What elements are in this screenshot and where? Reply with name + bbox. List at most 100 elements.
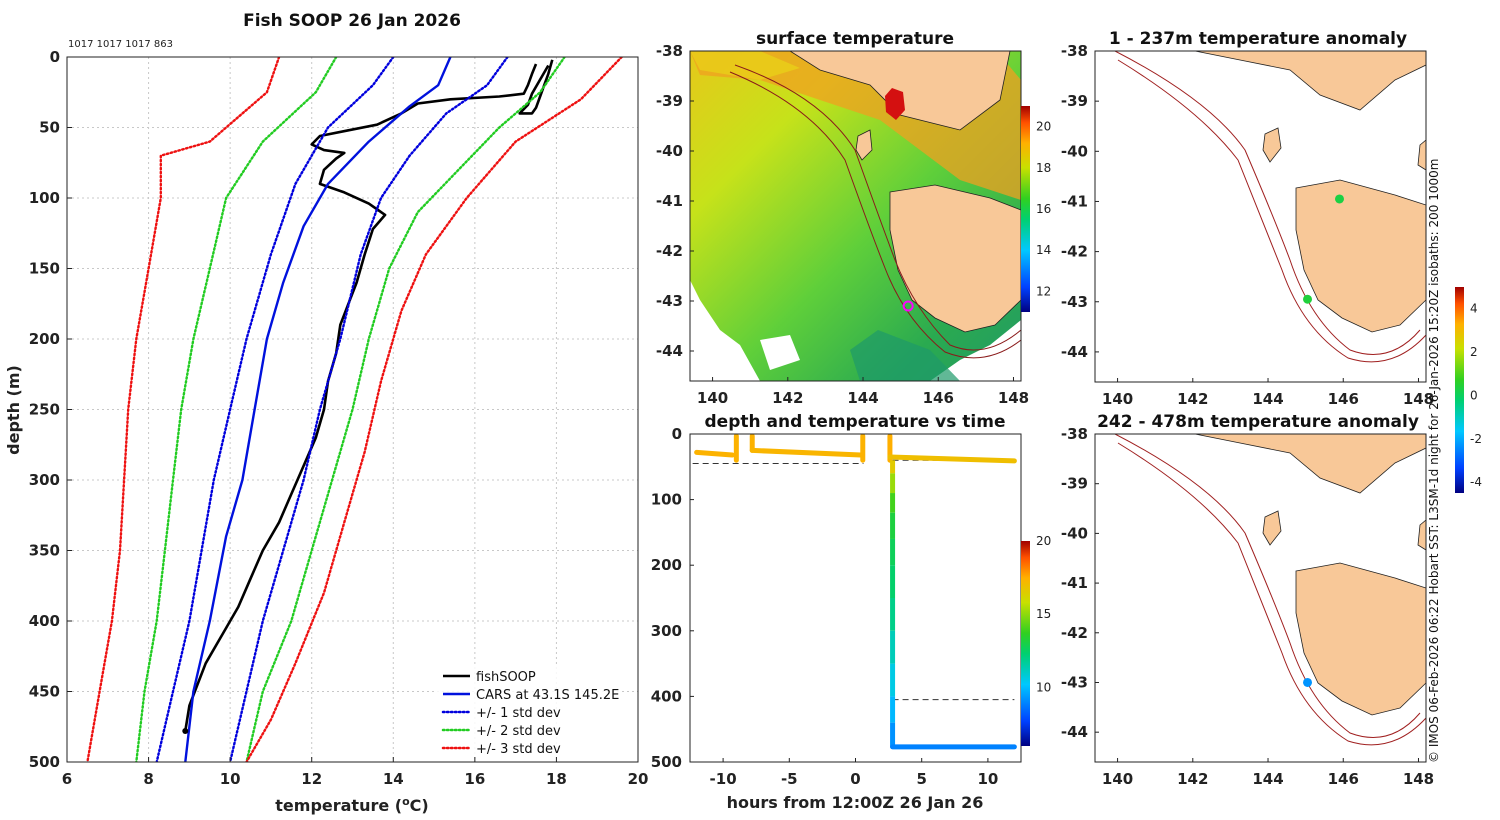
profile-xlabel: temperature (oC) (275, 795, 428, 815)
depth-time-xtick-label-0: -10 (710, 770, 737, 788)
anomaly-lower-map (1095, 434, 1426, 762)
depth-time-xlabel: hours from 12:00Z 26 Jan 26 (727, 793, 984, 812)
depth-time-title: depth and temperature vs time (705, 412, 1006, 432)
anomaly-lower-island-king (1262, 510, 1282, 546)
anomaly-upper-title: 1 - 237m temperature anomaly (1109, 29, 1407, 49)
depth-time-segment-0 (694, 449, 735, 458)
anomaly-upper-island-east (1417, 139, 1426, 171)
sst-colorbar-ticks: 12 14 16 18 20 (1036, 120, 1051, 299)
anomaly-upper-isobath-1000 (1117, 59, 1426, 363)
anomaly-lower-mainland (1194, 434, 1426, 494)
profile-legend: fishSOOP CARS at 43.1S 145.2E +/- 1 std de… (437, 664, 621, 757)
profile-xtick-label-7: 20 (628, 770, 649, 788)
sst-cbar-label-4: 20 (1036, 120, 1051, 134)
sst-cbar-label-0: 12 (1036, 284, 1051, 298)
depth-time-ytick-label-5: 500 (651, 753, 682, 771)
sst-bay-hotspot (885, 88, 905, 120)
legend-label-2: +/- 1 std dev (476, 706, 561, 721)
sst-ytick-label-2: -40 (656, 142, 683, 160)
profile-series-1 (518, 59, 554, 115)
profile-series-5 (135, 57, 338, 762)
anomaly-upper-point-1 (1303, 294, 1313, 304)
anomaly-lower-ytick-label-1: -39 (1061, 475, 1088, 493)
profile-ytick-label-7: 350 (29, 542, 60, 560)
sst-cool-field (850, 330, 960, 381)
depth-time-xtick-label-4: 10 (977, 770, 998, 788)
anomaly-colorbar-ticks: -4 -2 0 2 4 (1470, 302, 1482, 489)
depth-time-xtick-label-1: -5 (781, 770, 798, 788)
profile-series-group (86, 57, 623, 762)
profile-series-8 (245, 57, 623, 762)
anomaly-lower-ytick-label-6: -44 (1061, 723, 1088, 741)
profile-series-7 (86, 57, 281, 762)
anomaly-lower-panel: 242 - 478m temperature anomaly 140 142 144… (1061, 412, 1434, 788)
anomaly-lower-points (1303, 677, 1313, 687)
sst-location-marker (902, 300, 914, 312)
anomaly-cbar-label-3: 2 (1470, 345, 1478, 359)
anomaly-cbar-label-0: -4 (1470, 475, 1482, 489)
depth-time-ytick-label-4: 400 (651, 687, 682, 705)
anomaly-upper-island-king (1262, 127, 1282, 163)
anomaly-lower-xtick-label-0: 140 (1102, 770, 1133, 788)
profile-xtick-label-1: 8 (143, 770, 153, 788)
sst-ytick-label-5: -43 (656, 292, 683, 310)
anomaly-lower-xtick-label-3: 146 (1328, 770, 1359, 788)
anomaly-lower-frame (1094, 433, 1427, 763)
profile-series-2 (184, 57, 452, 762)
sst-ytick-label-0: -38 (656, 42, 683, 60)
depth-time-segment-3 (749, 447, 864, 458)
header-numbers: 1017 1017 1017 863 (68, 39, 173, 50)
profile-series-0 (184, 63, 538, 732)
legend-label-0: fishSOOP (476, 670, 536, 685)
anomaly-cbar-label-4: 4 (1470, 302, 1478, 316)
profile-series-3 (155, 57, 395, 762)
sst-colorbar (1021, 106, 1030, 312)
anomaly-upper-ytick-label-6: -44 (1061, 343, 1088, 361)
profile-ylabel: depth (m) (4, 365, 23, 455)
profile-xtick-label-5: 16 (464, 770, 485, 788)
anomaly-upper-ytick-label-4: -42 (1061, 243, 1088, 261)
anomaly-upper-ytick-label-2: -40 (1061, 142, 1088, 160)
anomaly-upper-points (1303, 194, 1344, 304)
anomaly-upper-xtick-label-1: 142 (1177, 390, 1208, 408)
anomaly-upper-xtick-label-4: 148 (1403, 390, 1434, 408)
depth-time-xtick-label-2: 0 (850, 770, 860, 788)
sst-ytick-label-6: -44 (656, 342, 683, 360)
anomaly-lower-ytick-label-4: -42 (1061, 624, 1088, 642)
profile-ticks: 6 8 10 12 14 16 18 2005010015020025030035040045… (29, 48, 649, 788)
anomaly-cbar-label-2: 0 (1470, 388, 1478, 402)
depth-time-plot (692, 434, 1017, 750)
anomaly-upper-tasmania (1295, 179, 1426, 333)
sst-title: surface temperature (756, 29, 954, 49)
anomaly-lower-point-0 (1303, 677, 1313, 687)
profile-xtick-label-2: 10 (220, 770, 241, 788)
anomaly-upper-ytick-label-3: -41 (1061, 192, 1088, 210)
anomaly-lower-isobath-1000 (1117, 442, 1426, 746)
profile-xtick-label-4: 14 (383, 770, 404, 788)
sst-xtick-label-3: 146 (923, 389, 954, 407)
sst-ytick-label-1: -39 (656, 92, 683, 110)
sst-island-king (855, 129, 873, 161)
anomaly-upper-xtick-label-0: 140 (1102, 390, 1133, 408)
profile-ytick-label-10: 500 (29, 753, 60, 771)
sst-ticks: 140 142 144 146 148 -38 -39 -40 -41 -42 -43 -44 (656, 42, 1029, 407)
anomaly-lower-island-east (1417, 519, 1426, 551)
sst-xtick-label-2: 144 (847, 389, 878, 407)
profile-ytick-label-3: 150 (29, 260, 60, 278)
anomaly-upper-ytick-label-5: -43 (1061, 293, 1088, 311)
credit-text: © IMOS 06-Feb-2026 06:22 Hobart SST: L3S… (1427, 159, 1441, 763)
depth-time-frame (689, 433, 1022, 763)
profile-panel: Fish SOOP 26 Jan 2026 1017 1017 1017 863… (4, 11, 648, 815)
profile-ytick-label-8: 400 (29, 612, 60, 630)
profile-series-6 (245, 57, 566, 762)
profile-series-4 (228, 57, 509, 762)
anomaly-upper-point-0 (1334, 194, 1344, 204)
anomaly-upper-xtick-label-2: 144 (1252, 390, 1283, 408)
sst-cbar-label-1: 14 (1036, 243, 1051, 257)
anomaly-upper-ticks: 140 142 144 146 148 -38 -39 -40 -41 -42 -43 -44 (1061, 42, 1434, 408)
sst-xtick-label-4: 148 (998, 389, 1029, 407)
depth-time-colorbar-ticks: 10 15 20 (1036, 534, 1051, 694)
anomaly-lower-xtick-label-4: 148 (1403, 770, 1434, 788)
anomaly-lower-ticks: 140 142 144 146 148 -38 -39 -40 -41 -42 -43 -44 (1061, 425, 1434, 788)
